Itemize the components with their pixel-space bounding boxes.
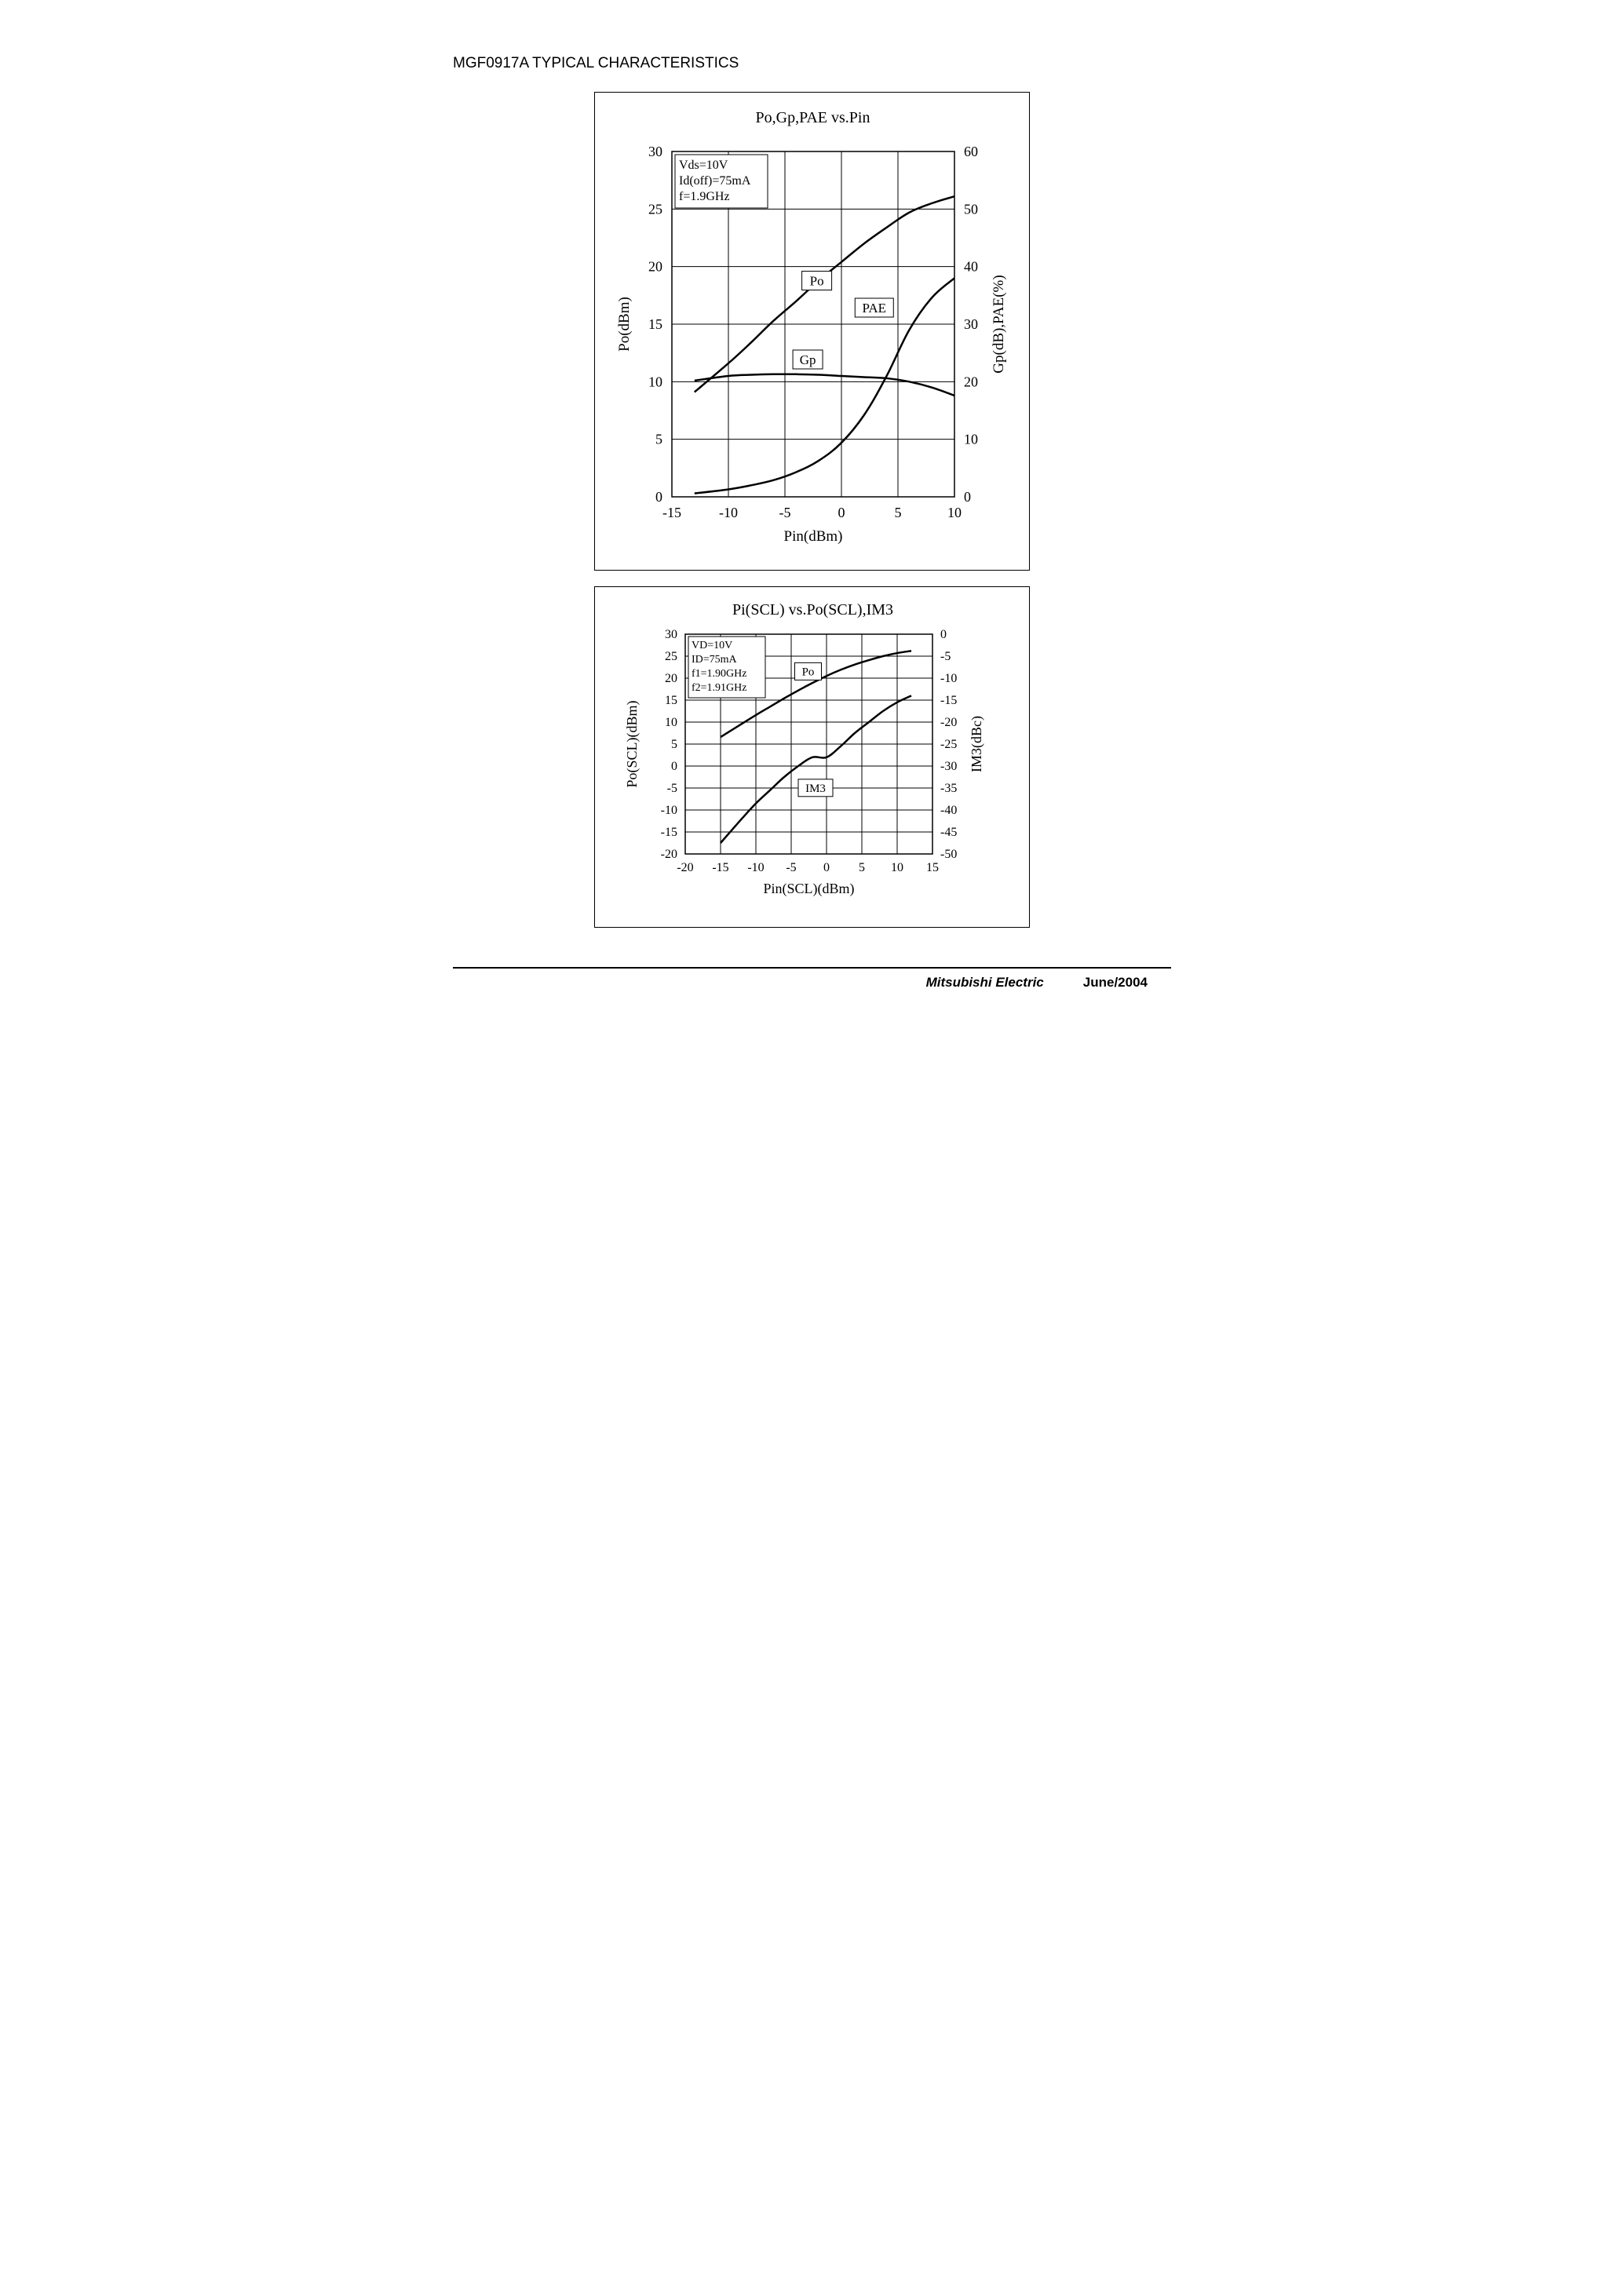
svg-text:-30: -30 xyxy=(940,760,957,773)
svg-text:Id(off)=75mA: Id(off)=75mA xyxy=(679,174,751,188)
svg-text:10: 10 xyxy=(648,374,662,389)
svg-text:0: 0 xyxy=(655,489,662,505)
svg-text:30: 30 xyxy=(964,316,978,332)
svg-text:-15: -15 xyxy=(940,694,957,707)
footer: Mitsubishi Electric June/2004 xyxy=(453,967,1171,991)
chart-po-gp-pae: Po,Gp,PAE vs.Pin-15-10-50510005101020153… xyxy=(594,92,1030,571)
svg-text:-5: -5 xyxy=(786,861,796,874)
svg-text:-5: -5 xyxy=(779,505,791,520)
svg-text:10: 10 xyxy=(947,505,962,520)
svg-text:Pin(dBm): Pin(dBm) xyxy=(784,528,843,545)
svg-text:ID=75mA: ID=75mA xyxy=(692,654,738,666)
svg-text:-15: -15 xyxy=(662,505,681,520)
svg-text:10: 10 xyxy=(964,432,978,447)
svg-text:-5: -5 xyxy=(667,782,677,795)
svg-text:15: 15 xyxy=(665,694,677,707)
svg-text:-5: -5 xyxy=(940,650,951,663)
svg-text:Gp: Gp xyxy=(800,352,816,367)
svg-text:-45: -45 xyxy=(940,826,957,839)
svg-text:-35: -35 xyxy=(940,782,957,795)
svg-text:-20: -20 xyxy=(940,716,957,729)
svg-text:0: 0 xyxy=(823,861,830,874)
svg-text:Gp(dB),PAE(%): Gp(dB),PAE(%) xyxy=(991,275,1007,373)
svg-text:15: 15 xyxy=(926,861,939,874)
svg-text:40: 40 xyxy=(964,259,978,275)
svg-text:20: 20 xyxy=(665,672,677,685)
svg-text:-15: -15 xyxy=(712,861,728,874)
svg-text:Po,Gp,PAE vs.Pin: Po,Gp,PAE vs.Pin xyxy=(756,109,870,126)
svg-text:IM3(dBc): IM3(dBc) xyxy=(969,716,985,772)
svg-text:Po: Po xyxy=(802,666,815,678)
svg-text:Pin(SCL)(dBm): Pin(SCL)(dBm) xyxy=(763,881,854,897)
svg-text:-40: -40 xyxy=(940,804,957,817)
svg-text:0: 0 xyxy=(940,628,947,641)
svg-text:10: 10 xyxy=(665,716,677,729)
footer-date: June/2004 xyxy=(1083,975,1148,991)
svg-text:25: 25 xyxy=(665,650,677,663)
footer-company: Mitsubishi Electric xyxy=(926,975,1044,991)
svg-text:f1=1.90GHz: f1=1.90GHz xyxy=(692,668,747,680)
svg-text:50: 50 xyxy=(964,201,978,217)
svg-text:20: 20 xyxy=(964,374,978,389)
svg-text:-10: -10 xyxy=(747,861,764,874)
svg-text:30: 30 xyxy=(648,144,662,159)
svg-text:IM3: IM3 xyxy=(805,783,826,795)
svg-text:25: 25 xyxy=(648,201,662,217)
page-title: MGF0917A TYPICAL CHARACTERISTICS xyxy=(453,55,1171,72)
svg-text:20: 20 xyxy=(648,259,662,275)
svg-text:5: 5 xyxy=(671,738,677,751)
svg-text:5: 5 xyxy=(655,432,662,447)
svg-text:-10: -10 xyxy=(661,804,677,817)
svg-text:0: 0 xyxy=(964,489,971,505)
svg-text:0: 0 xyxy=(671,760,677,773)
svg-text:Po: Po xyxy=(810,274,824,289)
svg-text:Po(SCL)(dBm): Po(SCL)(dBm) xyxy=(624,700,640,787)
svg-text:-50: -50 xyxy=(940,848,957,861)
chart-im3: Pi(SCL) vs.Po(SCL),IM3-20-15-10-5051015-… xyxy=(594,586,1030,928)
svg-text:5: 5 xyxy=(859,861,865,874)
svg-text:30: 30 xyxy=(665,628,677,641)
svg-text:-10: -10 xyxy=(940,672,957,685)
svg-text:5: 5 xyxy=(895,505,902,520)
svg-text:60: 60 xyxy=(964,144,978,159)
svg-text:Pi(SCL) vs.Po(SCL),IM3: Pi(SCL) vs.Po(SCL),IM3 xyxy=(732,601,893,618)
svg-text:f2=1.91GHz: f2=1.91GHz xyxy=(692,682,747,694)
svg-text:PAE: PAE xyxy=(862,301,886,316)
svg-text:Vds=10V: Vds=10V xyxy=(679,159,728,172)
svg-text:f=1.9GHz: f=1.9GHz xyxy=(679,190,730,203)
svg-text:-20: -20 xyxy=(677,861,693,874)
svg-text:Po(dBm): Po(dBm) xyxy=(616,297,633,352)
svg-text:-20: -20 xyxy=(661,848,677,861)
svg-text:-10: -10 xyxy=(719,505,738,520)
svg-text:15: 15 xyxy=(648,316,662,332)
svg-text:VD=10V: VD=10V xyxy=(692,640,732,651)
svg-text:10: 10 xyxy=(891,861,903,874)
svg-text:-25: -25 xyxy=(940,738,957,751)
svg-text:-15: -15 xyxy=(661,826,677,839)
svg-text:0: 0 xyxy=(838,505,845,520)
